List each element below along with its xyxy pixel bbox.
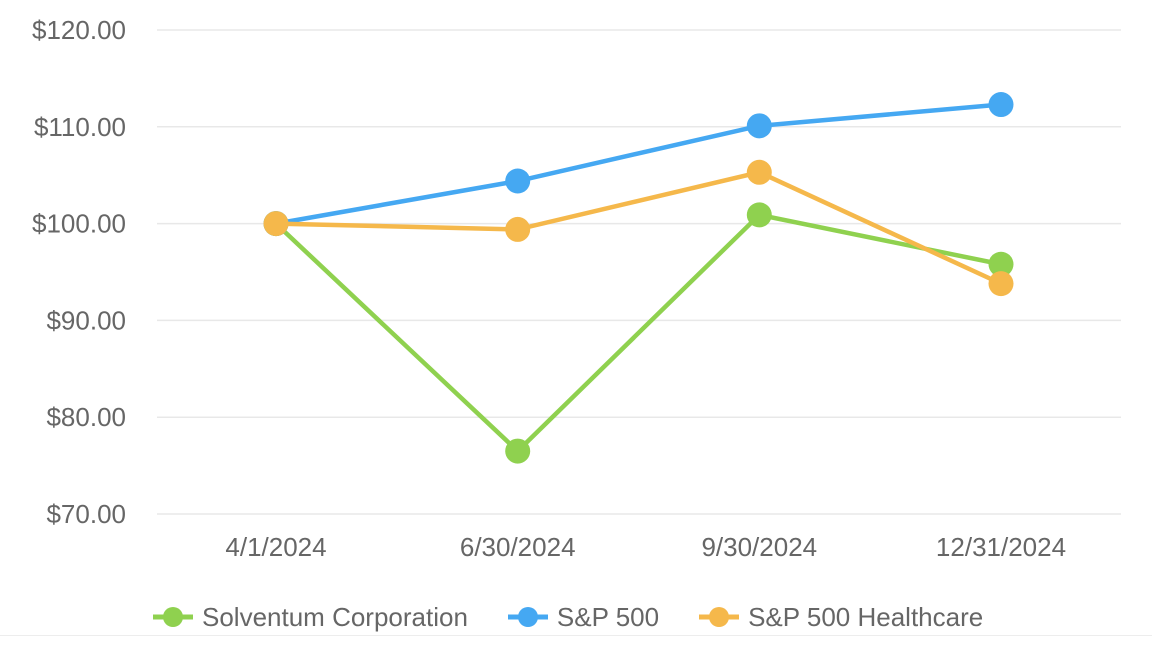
y-tick-label: $90.00 xyxy=(46,305,126,335)
series-line xyxy=(273,212,1004,455)
data-point xyxy=(746,159,772,185)
data-point xyxy=(505,168,531,194)
page-divider xyxy=(0,635,1152,636)
series-line xyxy=(273,169,1004,286)
x-tick-label: 4/1/2024 xyxy=(225,532,326,562)
line-marker-icon xyxy=(153,607,193,627)
x-tick-label: 6/30/2024 xyxy=(460,532,576,562)
data-point xyxy=(746,113,772,139)
series-line xyxy=(273,102,1004,226)
data-point xyxy=(746,202,772,228)
data-point xyxy=(988,271,1014,297)
data-point xyxy=(505,216,531,242)
y-tick-label: $70.00 xyxy=(46,499,126,529)
legend-item-solventum-corporation: Solventum Corporation xyxy=(153,602,468,632)
y-tick-label: $100.00 xyxy=(32,209,126,239)
y-tick-label: $120.00 xyxy=(32,15,126,45)
legend-label: S&P 500 Healthcare xyxy=(748,602,984,632)
y-tick-label: $80.00 xyxy=(46,402,126,432)
legend-item-sp500: S&P 500 xyxy=(507,602,660,632)
legend-label: Solventum Corporation xyxy=(202,602,468,632)
x-tick-label: 9/30/2024 xyxy=(701,532,817,562)
line-marker-icon xyxy=(507,607,548,627)
legend-item-sp500-healthcare: S&P 500 Healthcare xyxy=(699,602,983,632)
chart-legend: Solventum Corporation S&P 500 S&P 500 He… xyxy=(153,602,983,632)
data-point xyxy=(988,92,1014,118)
legend-label: S&P 500 xyxy=(556,602,660,632)
data-point xyxy=(263,211,289,237)
data-point xyxy=(988,251,1014,277)
data-point xyxy=(505,438,531,464)
line-marker-icon xyxy=(699,607,740,627)
x-tick-label: 12/31/2024 xyxy=(936,532,1066,562)
y-tick-label: $110.00 xyxy=(34,112,126,142)
